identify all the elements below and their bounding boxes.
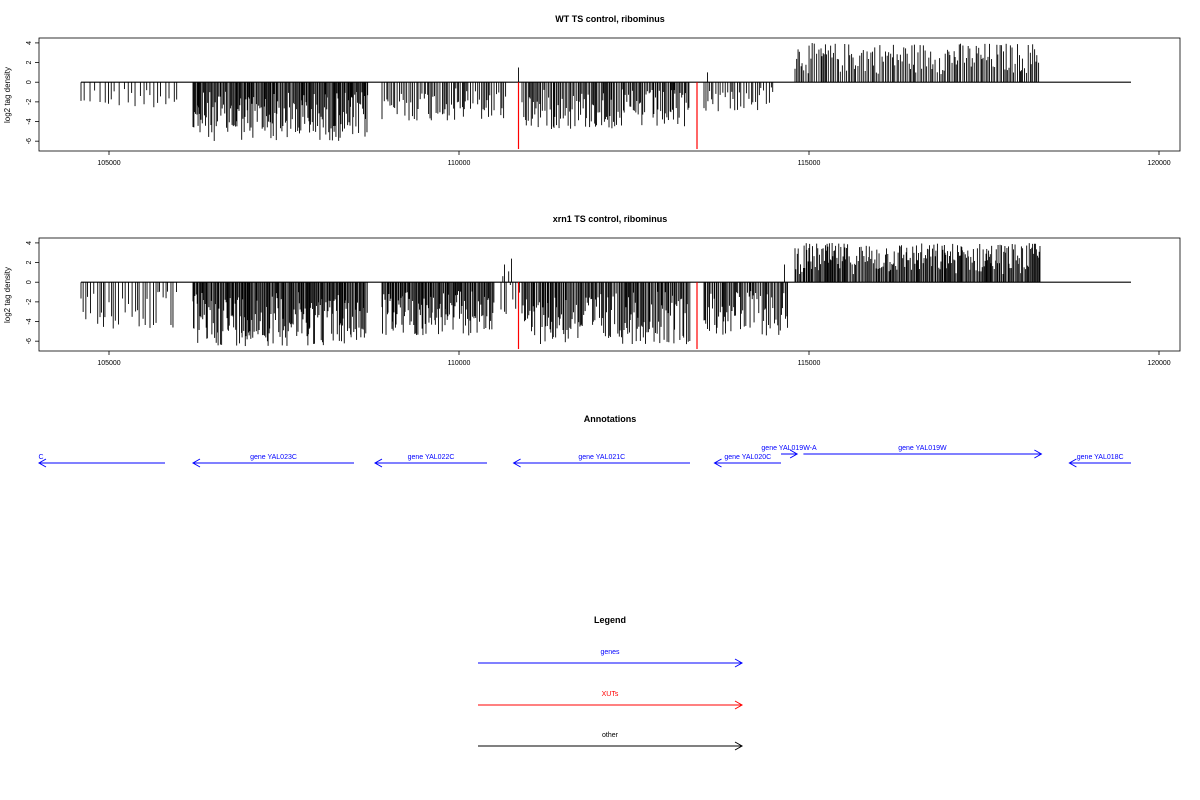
gene-annotation: gene YAL019W-A — [761, 445, 817, 459]
legend-arrow-head — [734, 741, 744, 751]
xrn1-x-tick-label: 105000 — [97, 360, 120, 367]
xrn1-y-tick-label: 2 — [26, 261, 33, 265]
xrn1-x-tick-label: 110000 — [448, 360, 471, 367]
legend-item-genes: genes — [478, 649, 744, 668]
xrn1-x-axis: 105000 110000 115000 120000 — [97, 351, 1171, 367]
gene-annotation: gene YAL020C — [713, 454, 781, 468]
xrn1-y-axis: 4 2 0 -2 -4 -6 — [26, 241, 39, 344]
gene-arrow-head — [1034, 449, 1043, 459]
gene-arrow-head — [37, 458, 47, 468]
gene-arrow-head — [191, 458, 201, 468]
gene-annotation: C — [37, 454, 165, 468]
wt-panel-title: WT TS control, ribominus — [555, 14, 665, 24]
wt-y-tick-label: -4 — [26, 118, 33, 124]
gene-annotation: gene YAL021C — [512, 454, 690, 468]
annotations-title: Annotations — [584, 414, 637, 424]
wt-x-tick-label: 110000 — [448, 160, 471, 167]
xrn1-density-bars — [80, 243, 1131, 350]
gene-annotation: gene YAL019W — [803, 445, 1043, 459]
gene-arrow-head — [373, 458, 383, 468]
xrn1-y-tick-label: 0 — [26, 280, 33, 284]
gene-label: C — [38, 454, 43, 461]
gene-annotation: gene YAL018C — [1068, 454, 1131, 468]
wt-x-tick-label: 115000 — [798, 160, 821, 167]
gene-annotation: gene YAL022C — [373, 454, 487, 468]
gene-label: gene YAL020C — [724, 454, 771, 461]
wt-density-panel: WT TS control, ribominus 4 2 0 -2 -4 -6 10500… — [3, 14, 1181, 167]
legend-label: genes — [600, 649, 620, 656]
gene-label: gene YAL019W — [898, 445, 947, 452]
gene-label: gene YAL022C — [408, 454, 455, 461]
wt-y-tick-label: -2 — [26, 99, 33, 105]
xrn1-y-axis-label: log2 tag density — [3, 267, 12, 323]
wt-x-tick-label: 105000 — [97, 160, 120, 167]
legend-arrow-head — [734, 700, 744, 710]
wt-y-tick-label: 4 — [26, 41, 33, 45]
legend-label: XUTs — [602, 691, 619, 698]
xrn1-density-panel: xrn1 TS control, ribominus 4 2 0 -2 -4 -6 105… — [3, 214, 1181, 367]
gene-arrow-head — [1068, 458, 1077, 468]
gene-label: gene YAL019W-A — [761, 445, 817, 452]
gene-annotation: gene YAL023C — [191, 454, 354, 468]
wt-x-tick-label: 120000 — [1147, 160, 1170, 167]
legend-item-xuts: XUTs — [478, 691, 744, 710]
xrn1-x-tick-label: 120000 — [1147, 360, 1170, 367]
xrn1-y-tick-label: 4 — [26, 241, 33, 245]
legend-items: genes XUTs other — [478, 649, 744, 751]
legend-label: other — [602, 732, 619, 739]
wt-y-axis-label: log2 tag density — [3, 67, 12, 123]
legend: Legend genes XUTs other — [478, 615, 744, 751]
gene-label: gene YAL018C — [1077, 454, 1124, 461]
gene-label: gene YAL023C — [250, 454, 297, 461]
xrn1-plot-frame — [38, 237, 1181, 352]
wt-y-tick-label: 0 — [26, 80, 33, 84]
xrn1-x-tick-label: 115000 — [798, 360, 821, 367]
wt-y-axis: 4 2 0 -2 -4 -6 — [26, 41, 39, 144]
xrn1-y-tick-label: -6 — [26, 338, 33, 344]
wt-density-bars — [80, 43, 1131, 150]
wt-y-tick-label: -6 — [26, 138, 33, 144]
gene-arrow-head — [512, 458, 521, 468]
gene-label: gene YAL021C — [578, 454, 625, 461]
gene-arrow-head — [789, 449, 799, 459]
legend-title: Legend — [594, 615, 626, 625]
wt-x-axis: 105000 110000 115000 120000 — [97, 151, 1171, 167]
legend-arrow-head — [734, 658, 744, 668]
gene-arrow-head — [713, 458, 722, 468]
wt-y-tick-label: 2 — [26, 61, 33, 65]
xrn1-y-tick-label: -4 — [26, 318, 33, 324]
xrn1-y-tick-label: -2 — [26, 299, 33, 305]
xrn1-panel-title: xrn1 TS control, ribominus — [553, 214, 668, 224]
wt-plot-frame — [38, 37, 1181, 152]
legend-item-other: other — [478, 732, 744, 751]
